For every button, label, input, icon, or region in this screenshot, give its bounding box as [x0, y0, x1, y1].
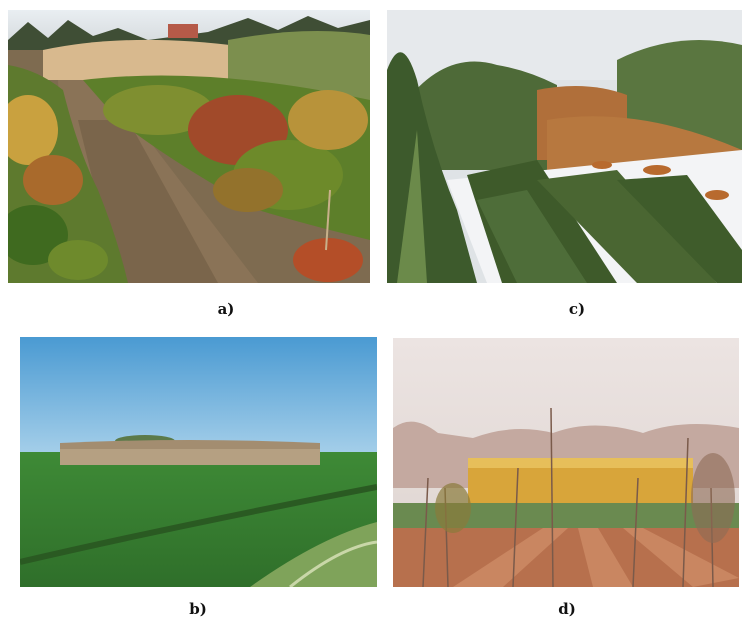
caption-d: d): [558, 600, 576, 618]
caption-c: c): [568, 300, 586, 318]
photo-b-field: [20, 337, 377, 587]
photo-panel-c: [387, 10, 742, 283]
caption-b: b): [189, 600, 207, 618]
photo-d-crop-block: [393, 338, 739, 587]
photo-c-grass-snow: [387, 10, 742, 283]
photo-panel-d: [393, 338, 739, 587]
photo-a-shrub-rows: [8, 10, 370, 283]
caption-a: a): [217, 300, 235, 318]
photo-panel-a: [8, 10, 370, 283]
photo-panel-b: [20, 337, 377, 587]
